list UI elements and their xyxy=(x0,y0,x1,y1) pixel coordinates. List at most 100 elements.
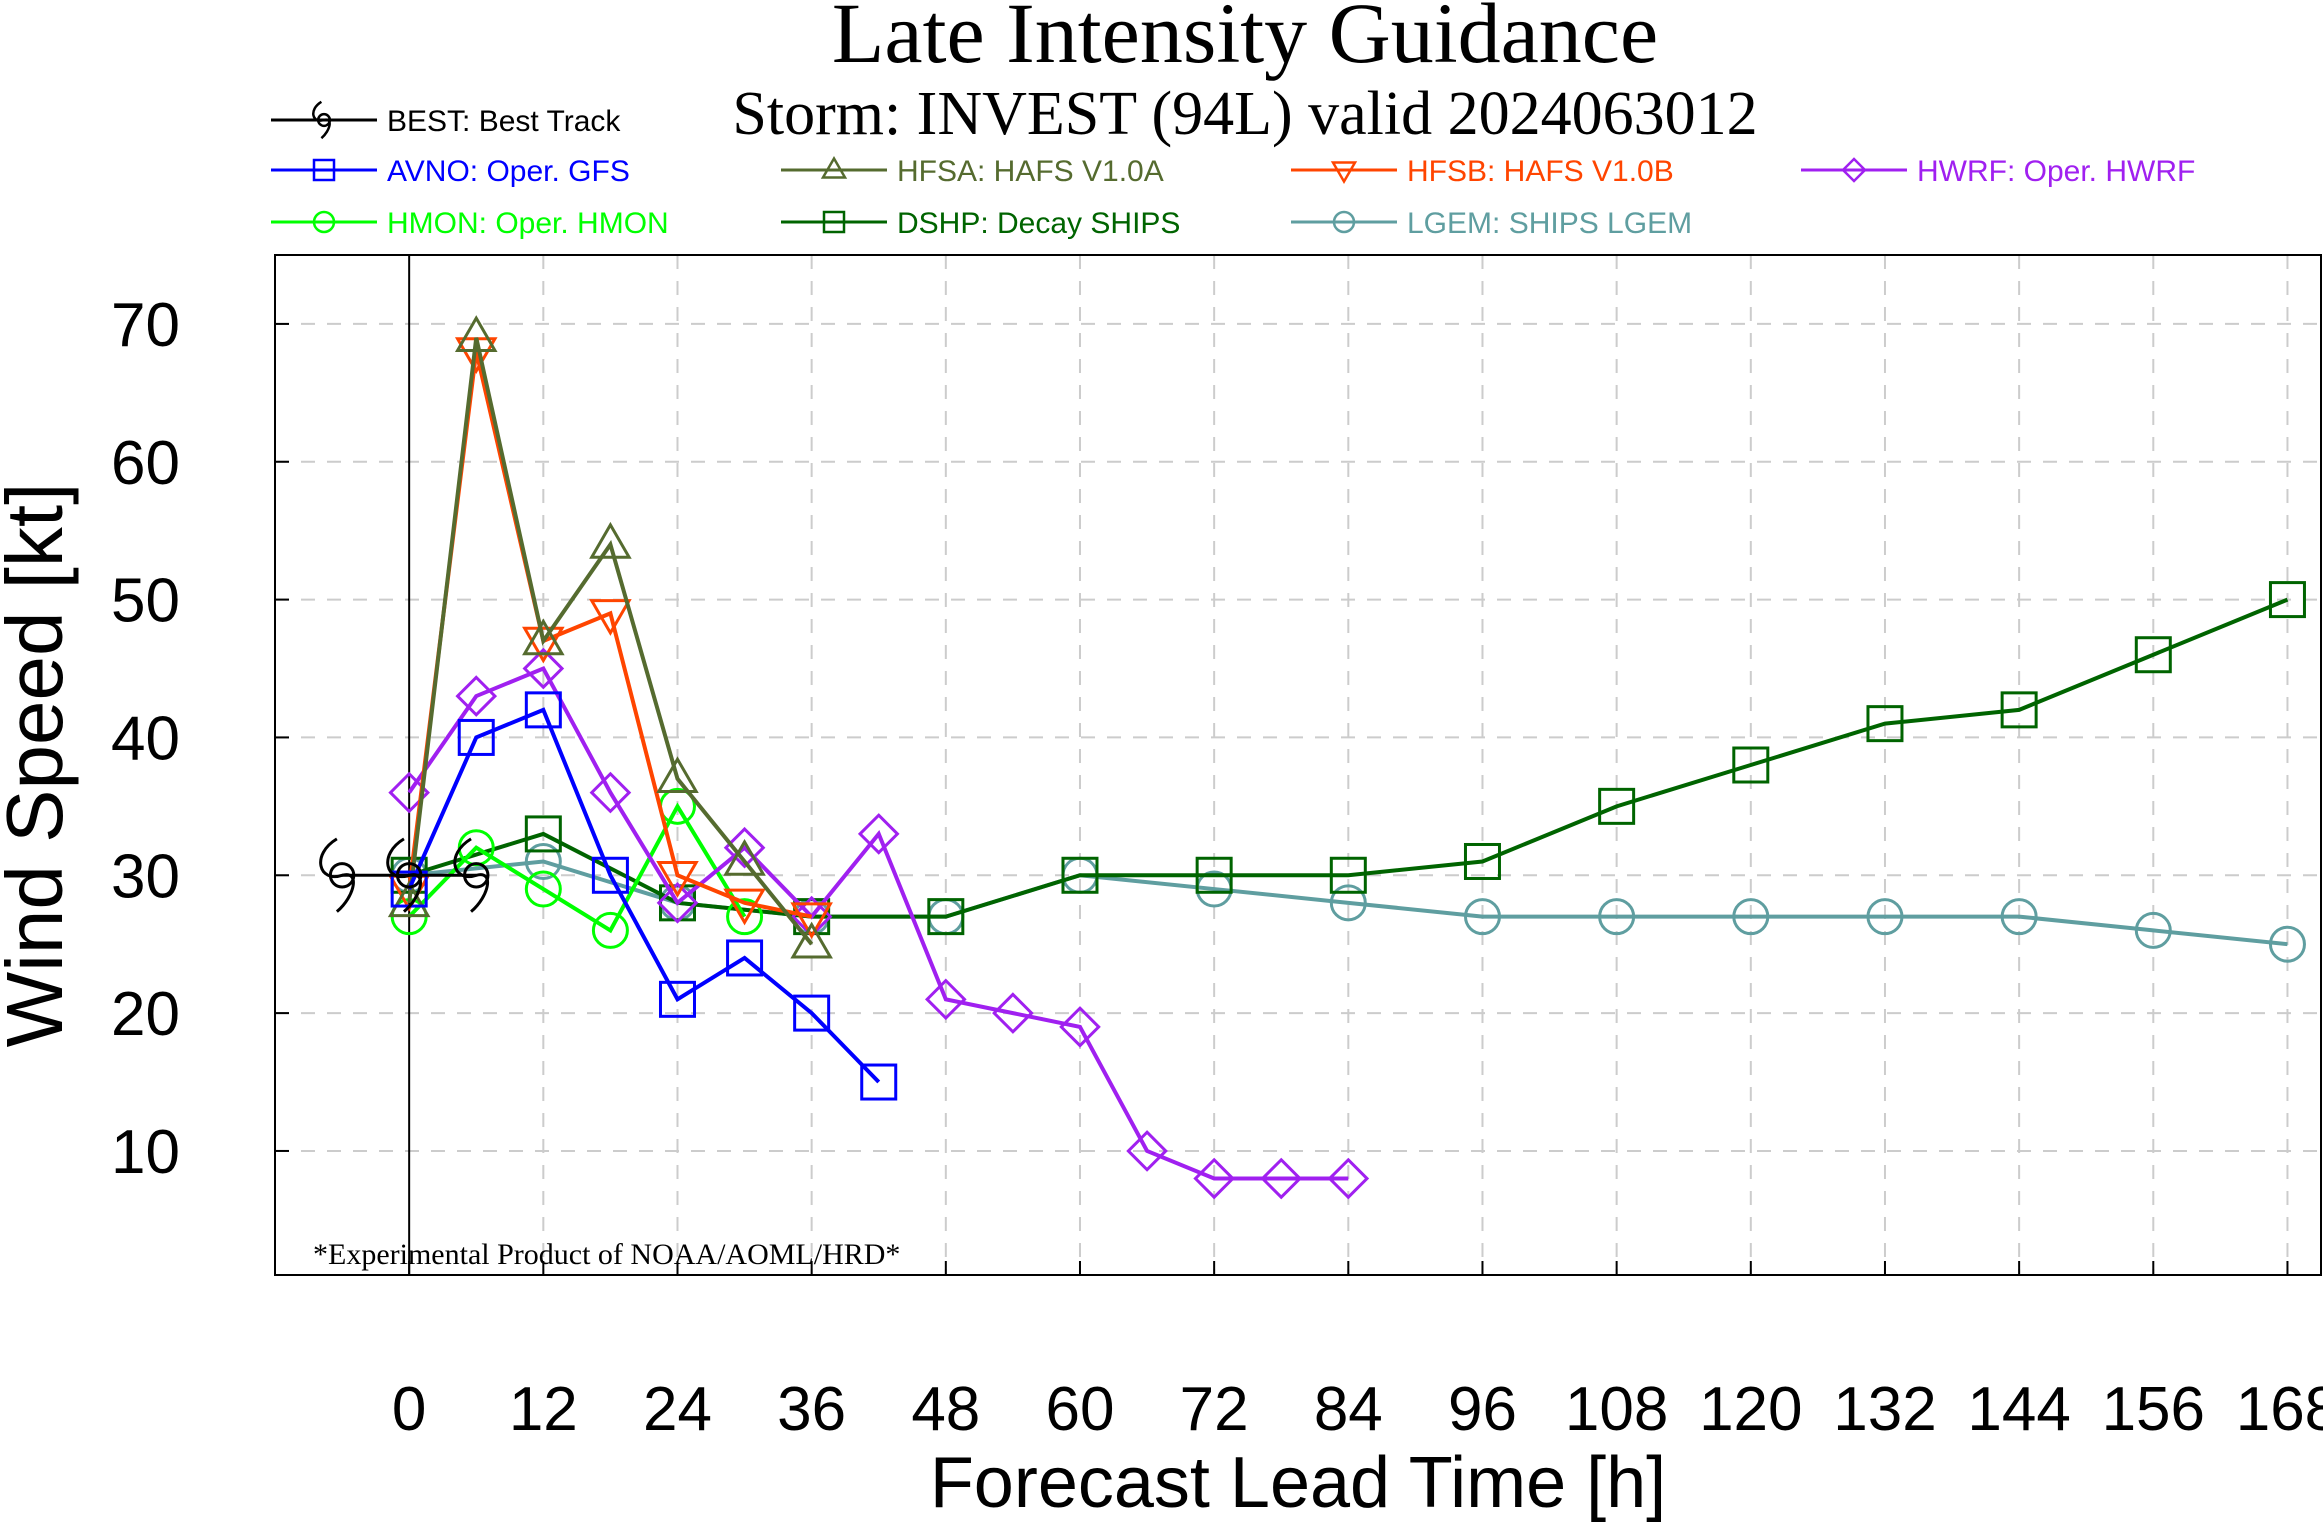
hmon-point xyxy=(524,870,562,908)
plot-frame xyxy=(274,254,2322,1276)
lgem-point xyxy=(524,842,562,880)
hwrf-point xyxy=(455,675,498,717)
hwrf-point xyxy=(992,992,1034,1034)
hwrf-line xyxy=(407,665,1349,1181)
x-tick-label: 156 xyxy=(2102,1375,2205,1444)
hfsa-point xyxy=(387,880,431,918)
legend-marker xyxy=(1330,161,1358,184)
legend-item-best: BEST: Best Track xyxy=(271,100,621,140)
lgem-point xyxy=(1598,898,1636,936)
dshp-point xyxy=(2268,581,2306,619)
lgem-point xyxy=(2134,911,2172,949)
hwrf-point xyxy=(522,647,565,690)
hfsb-point xyxy=(522,626,565,664)
lgem-point xyxy=(1732,898,1770,936)
hwrf-point xyxy=(1327,1157,1370,1200)
dshp-point xyxy=(1061,856,1099,894)
x-tick-labels: 0 12 24 36 48 60 72 84 96 108 120 132 144 156 168 xyxy=(392,1261,2323,1444)
experimental-note: *Experimental Product of NOAA/AOML/HRD* xyxy=(313,1238,900,1271)
avno-point xyxy=(726,939,764,977)
best-point xyxy=(319,837,355,913)
x-tick-label: 24 xyxy=(643,1375,712,1444)
legend-marker xyxy=(312,210,336,234)
y-tick-label: 20 xyxy=(111,980,180,1049)
dshp-point xyxy=(524,815,562,853)
y-tick-label: 30 xyxy=(111,842,180,911)
dshp-point xyxy=(1329,856,1367,894)
hwrf-point xyxy=(656,882,699,924)
hwrf-point xyxy=(857,813,900,855)
legend-label: LGEM: SHIPS LGEM xyxy=(1407,207,1692,240)
x-tick-label: 36 xyxy=(777,1375,846,1444)
hmon-point xyxy=(591,911,629,949)
avno-point xyxy=(658,980,696,1018)
x-tick-label: 12 xyxy=(509,1375,578,1444)
hwrf-point xyxy=(589,771,632,814)
legend-label: HMON: Oper. HMON xyxy=(387,207,669,240)
hfsb-point xyxy=(723,888,766,926)
x-tick-label: 0 xyxy=(392,1375,426,1444)
lgem-point xyxy=(2268,925,2306,963)
dshp-point xyxy=(1732,746,1770,784)
lgem-point xyxy=(1866,898,1904,936)
legend-marker xyxy=(822,210,846,234)
legend-item-hfsa: HFSA: HAFS V1.0A xyxy=(781,155,1164,188)
legend-label: DSHP: Decay SHIPS xyxy=(897,207,1180,240)
avno-point xyxy=(524,691,562,729)
hfsb-point xyxy=(656,861,699,898)
hfsa-point xyxy=(656,756,699,794)
x-tick-label: 168 xyxy=(2236,1375,2323,1444)
hmon-point xyxy=(726,898,764,936)
lgem-point xyxy=(2000,898,2038,936)
legend-item-hfsb: HFSB: HAFS V1.0B xyxy=(1291,155,1674,188)
legend-item-avno: AVNO: Oper. GFS xyxy=(271,155,630,188)
hwrf-point xyxy=(723,826,766,869)
hwrf-point xyxy=(1126,1130,1168,1172)
hwrf-point xyxy=(1260,1157,1303,1200)
best-point xyxy=(453,837,490,913)
chart-title: Late Intensity Guidance xyxy=(832,0,1658,81)
y-axis-label: Wind Speed [kt] xyxy=(0,483,79,1048)
hfsa-point xyxy=(589,521,632,559)
legend-label: HFSA: HAFS V1.0A xyxy=(897,155,1164,188)
lgem-point xyxy=(1463,898,1501,936)
x-axis-label: Forecast Lead Time [h] xyxy=(930,1443,1666,1523)
series-hfsa xyxy=(387,315,833,959)
legend-item-hmon: HMON: Oper. HMON xyxy=(271,207,669,240)
dshp-point xyxy=(1195,856,1233,894)
series-layer xyxy=(319,315,2306,1200)
y-tick-label: 70 xyxy=(111,291,180,360)
legend-marker xyxy=(312,100,331,140)
legend-label: HWRF: Oper. HWRF xyxy=(1917,155,2195,188)
legend-label: HFSB: HAFS V1.0B xyxy=(1407,155,1674,188)
y-tick-labels: 10 20 30 40 50 60 70 xyxy=(111,291,289,1187)
legend: BEST: Best Track AVNO: Oper. GFS HFSA: HAF… xyxy=(271,100,2195,240)
hfsb-point xyxy=(589,599,632,636)
legend-label: BEST: Best Track xyxy=(387,105,621,138)
avno-point xyxy=(457,718,495,756)
hwrf-point xyxy=(924,978,967,1021)
dshp-point xyxy=(927,898,965,936)
hfsa-point xyxy=(723,838,766,876)
x-tick-label: 132 xyxy=(1833,1375,1936,1444)
x-tick-label: 72 xyxy=(1180,1375,1249,1444)
y-tick-label: 50 xyxy=(111,567,180,636)
x-tick-label: 60 xyxy=(1045,1375,1114,1444)
legend-marker xyxy=(1841,157,1867,183)
hfsa-point xyxy=(454,315,498,352)
legend-marker xyxy=(1332,210,1356,234)
hfsb-point xyxy=(790,902,833,940)
avno-point xyxy=(860,1063,898,1101)
y-tick-label: 10 xyxy=(111,1118,180,1187)
y-tick-label: 60 xyxy=(111,429,180,498)
legend-marker xyxy=(312,158,336,182)
dshp-point xyxy=(2134,636,2172,674)
x-tick-label: 108 xyxy=(1565,1375,1668,1444)
avno-line xyxy=(407,707,881,1084)
x-tick-label: 120 xyxy=(1699,1375,1802,1444)
avno-point xyxy=(793,994,831,1032)
dshp-point xyxy=(2000,691,2038,729)
legend-item-hwrf: HWRF: Oper. HWRF xyxy=(1801,155,2195,188)
lgem-point xyxy=(1329,884,1367,922)
